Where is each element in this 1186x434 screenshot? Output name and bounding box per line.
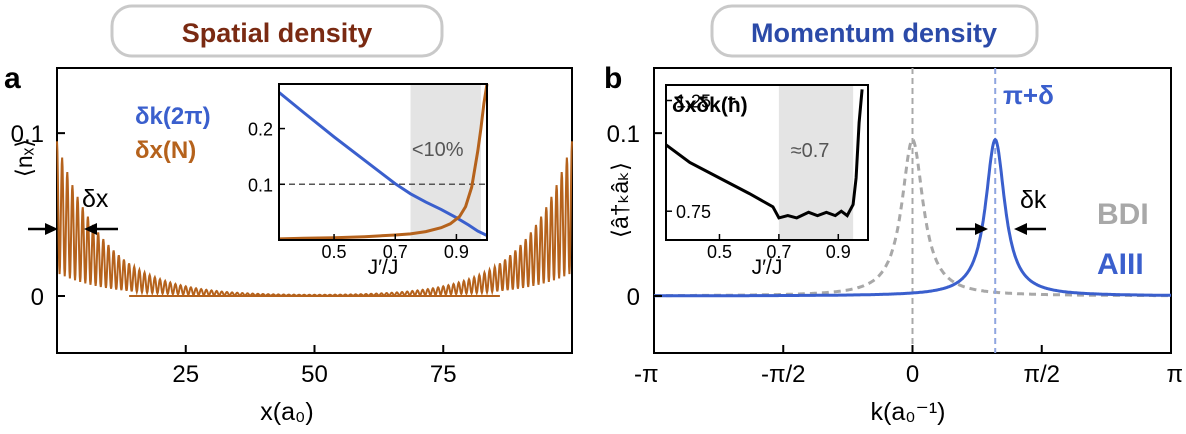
y-ticks-b: 00.1 (607, 121, 662, 311)
x-tick-label-b: -π (634, 361, 659, 388)
inset-a-shaded-region (410, 84, 481, 240)
delta-x-arrowhead-right (84, 223, 97, 235)
inset-b-ylabel: δxδk(ħ) (672, 94, 748, 117)
y-axis-label-b: ⟨â†ₖâₖ⟩ (607, 162, 633, 238)
y-tick-label-b: 0.1 (607, 121, 640, 148)
legend-delta-k: δk(2π) (135, 103, 211, 130)
y-axis-label-a: ⟨nₓ⟩ (11, 139, 37, 177)
panel-label-a: a (4, 62, 21, 95)
y-tick-label-a: 0.1 (11, 121, 44, 148)
plot-area-b (654, 68, 1171, 353)
x-tick-label-b: 0 (906, 361, 919, 388)
inset-b-product-curve (665, 89, 864, 220)
delta-k-arrowhead-right (1014, 223, 1027, 235)
delta-k-annotation: δk (956, 186, 1047, 235)
inset-b-shade-label: ≈0.7 (791, 140, 830, 162)
inset-a-y-tick-label: 0.1 (248, 175, 273, 195)
x-ticks-a: 25 50 75 (172, 345, 457, 388)
inset-a-x-tick-label: 0.9 (444, 242, 469, 262)
inset-b-y-tick-label: 1.25 (676, 92, 711, 112)
inset-a-x-tick-label: 0.7 (383, 242, 408, 262)
inset-b-x-tick-label: 0.9 (826, 242, 851, 262)
inset-a-delta-x-curve (278, 83, 489, 241)
inset-b: ≈0.7 0.75 1.25 0.5 0.7 0.9 δxδk(ħ) J′/J (665, 84, 869, 279)
delta-x-label: δx (82, 185, 109, 213)
panel-label-b: b (604, 62, 622, 95)
inset-a-xlabel: J′/J (368, 256, 399, 279)
aiii-curve (654, 137, 1171, 298)
title-momentum-density: Momentum density (751, 18, 997, 48)
plot-area-a (56, 141, 573, 297)
legend-aiii: AIII (1097, 248, 1144, 281)
inset-b-plot: ≈0.7 (665, 85, 864, 240)
x-tick-label-a: 50 (301, 361, 328, 388)
x-tick-label-a: 75 (430, 361, 457, 388)
inset-a-x-tick-label: 0.5 (322, 242, 347, 262)
inset-b-y-tick-label: 0.75 (676, 202, 711, 222)
title-pill-a (110, 4, 444, 58)
panel-a: Spatial density a 00.1 25 50 75 x(a₀) ⟨nₓ⟩… (4, 4, 573, 426)
legend-bdi: BDI (1097, 198, 1149, 231)
delta-k-arrowhead-left (975, 223, 988, 235)
x-tick-label-b: -π/2 (761, 361, 806, 388)
inset-a: <10% 0.1 0.2 0.5 0.7 0.9 J′/J (248, 83, 489, 279)
inset-a-frame (278, 83, 488, 241)
inset-b-frame (665, 84, 869, 241)
spatial-density-curve (56, 141, 573, 297)
delta-k-label: δk (1020, 186, 1047, 214)
inset-a-plot: <10% (278, 83, 489, 241)
inset-b-x-tick-label: 0.7 (766, 242, 791, 262)
inset-a-delta-k-curve (278, 91, 488, 237)
title-spatial-density: Spatial density (182, 18, 373, 48)
delta-x-annotation: δx (28, 185, 118, 235)
y-tick-label-b: 0 (627, 284, 640, 311)
title-pill-b (710, 4, 1039, 58)
inset-b-ticks: 0.75 1.25 0.5 0.7 0.9 (666, 92, 851, 262)
peak-annotation-pi-plus-delta: π+δ (1003, 80, 1054, 110)
inset-a-shade-label: <10% (412, 139, 464, 161)
x-tick-label-b: π (1166, 361, 1183, 388)
inset-b-xlabel: J′/J (752, 256, 783, 279)
inset-a-y-tick-label: 0.2 (248, 120, 273, 140)
y-ticks-a: 00.1 (11, 121, 65, 311)
x-tick-label-a: 25 (172, 361, 199, 388)
x-tick-label-b: π/2 (1023, 361, 1060, 388)
y-tick-label-a: 0 (31, 284, 44, 311)
x-axis-label-a: x(a₀) (260, 398, 313, 426)
legend-delta-x: δx(N) (135, 137, 196, 164)
panel-b: Momentum density b 00.1 -π -π/2 0 π/2 π k(a₀… (604, 4, 1183, 426)
inset-a-ticks: 0.1 0.2 0.5 0.7 0.9 (248, 120, 469, 262)
delta-x-arrowhead-left (45, 223, 58, 235)
inset-b-x-tick-label: 0.5 (707, 242, 732, 262)
x-axis-label-b: k(a₀⁻¹) (871, 398, 946, 426)
x-ticks-b: -π -π/2 0 π/2 π (634, 345, 1183, 388)
